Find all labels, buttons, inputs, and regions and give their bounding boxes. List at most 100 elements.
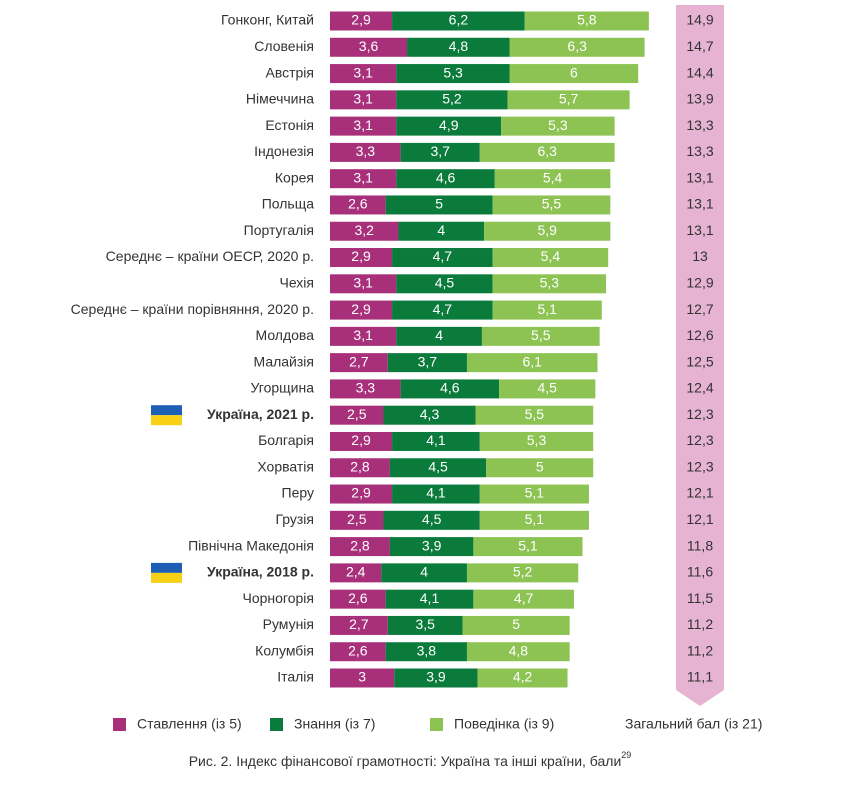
value-label: 5,2: [442, 91, 462, 107]
bar-segment: [330, 300, 393, 320]
bar-segment: [387, 615, 463, 635]
value-label: 4,6: [436, 169, 456, 185]
value-label: 4,2: [513, 669, 533, 685]
bar-segment: [479, 510, 589, 530]
category-label: Середнє – країни порівняння, 2020 р.: [71, 301, 314, 317]
caption-sup: 29: [621, 750, 631, 760]
value-label: 4,8: [509, 642, 529, 658]
bar-segment: [385, 195, 493, 215]
bar-segment: [475, 405, 594, 425]
bar-segment: [524, 11, 649, 31]
value-label: 6,3: [567, 38, 587, 54]
bar-segment: [392, 11, 525, 31]
bar-segment: [381, 563, 467, 583]
bar-segment: [466, 642, 570, 662]
flag-bottom: [151, 572, 182, 583]
value-label: 2,9: [351, 485, 371, 501]
value-label: 4,1: [426, 485, 446, 501]
bar-segment: [330, 195, 386, 215]
value-label: 5,4: [543, 169, 563, 185]
bar-segment: [396, 116, 502, 136]
bar-segment: [492, 248, 609, 268]
value-label: 4: [420, 564, 428, 580]
bar-segment: [494, 169, 611, 189]
value-label: 5,3: [540, 275, 560, 291]
bar-segment: [479, 484, 589, 504]
value-label: 2,8: [350, 537, 370, 553]
category-label: Північна Македонія: [188, 537, 314, 553]
bar-segment: [392, 484, 480, 504]
bar-segment: [396, 326, 482, 346]
bar-segment: [385, 642, 467, 662]
total-label: 14,7: [686, 38, 713, 54]
total-label: 13,3: [686, 117, 713, 133]
bar-segment: [330, 642, 386, 662]
category-label: Колумбія: [255, 642, 314, 658]
bar-segment: [400, 142, 480, 162]
value-label: 3,5: [415, 616, 435, 632]
value-label: 4,3: [420, 406, 440, 422]
value-label: 2,5: [347, 406, 367, 422]
value-label: 5: [512, 616, 520, 632]
bar-segment: [394, 668, 478, 688]
category-label: Італія: [277, 669, 314, 685]
bar-segment: [330, 379, 401, 399]
value-label: 5,1: [525, 485, 545, 501]
bar-segment: [392, 300, 493, 320]
value-label: 2,7: [349, 353, 369, 369]
bar-segment: [330, 353, 388, 373]
value-label: 6: [570, 64, 578, 80]
value-label: 2,8: [350, 458, 370, 474]
bar-segment: [398, 221, 485, 241]
caption-text: Рис. 2. Індекс фінансової грамотності: У…: [189, 753, 622, 769]
value-label: 6,1: [522, 353, 542, 369]
total-label: 12,5: [686, 353, 713, 369]
category-label: Гонконг, Китай: [221, 12, 314, 28]
total-label: 12,6: [686, 327, 713, 343]
caption: Рис. 2. Індекс фінансової грамотності: У…: [189, 750, 632, 768]
value-label: 4: [435, 327, 443, 343]
value-label: 4,6: [440, 380, 460, 396]
value-label: 4,7: [433, 248, 453, 264]
value-label: 5,3: [443, 64, 463, 80]
value-label: 4,1: [426, 432, 446, 448]
bar-segment: [330, 589, 386, 609]
total-label: 13,9: [686, 91, 713, 107]
value-label: 2,9: [351, 432, 371, 448]
value-label: 4,5: [428, 458, 448, 474]
value-label: 3,9: [422, 537, 442, 553]
value-label: 4: [437, 222, 445, 238]
bar-segment: [330, 90, 397, 110]
value-label: 3,1: [353, 117, 373, 133]
category-label: Австрія: [265, 64, 314, 80]
bar-segment: [499, 379, 596, 399]
bar-segment: [330, 458, 390, 478]
legend-swatch: [430, 718, 443, 731]
legend-label: Ставлення (із 5): [137, 716, 242, 732]
value-label: 2,6: [348, 196, 368, 212]
bar-segment: [473, 589, 574, 609]
value-label: 2,4: [346, 564, 366, 580]
value-label: 5,8: [577, 12, 597, 28]
value-label: 4,7: [433, 301, 453, 317]
value-label: 2,6: [348, 590, 368, 606]
value-label: 3,1: [353, 91, 373, 107]
value-label: 2,7: [349, 616, 369, 632]
total-label: 11,5: [687, 590, 713, 606]
category-label: Грузія: [275, 511, 314, 527]
total-label: 12,4: [686, 380, 713, 396]
legend-label: Поведінка (із 9): [454, 716, 554, 732]
total-label: 12,3: [686, 406, 713, 422]
value-label: 3,7: [430, 143, 450, 159]
value-label: 3,1: [353, 64, 373, 80]
value-label: 3,1: [353, 327, 373, 343]
value-label: 5,5: [542, 196, 562, 212]
total-label: 13,1: [686, 169, 713, 185]
category-label: Малайзія: [254, 353, 315, 369]
category-label: Словенія: [254, 38, 314, 54]
bar-segment: [481, 326, 600, 346]
category-label: Болгарія: [258, 432, 314, 448]
bar-segment: [486, 458, 594, 478]
bar-segment: [387, 353, 467, 373]
